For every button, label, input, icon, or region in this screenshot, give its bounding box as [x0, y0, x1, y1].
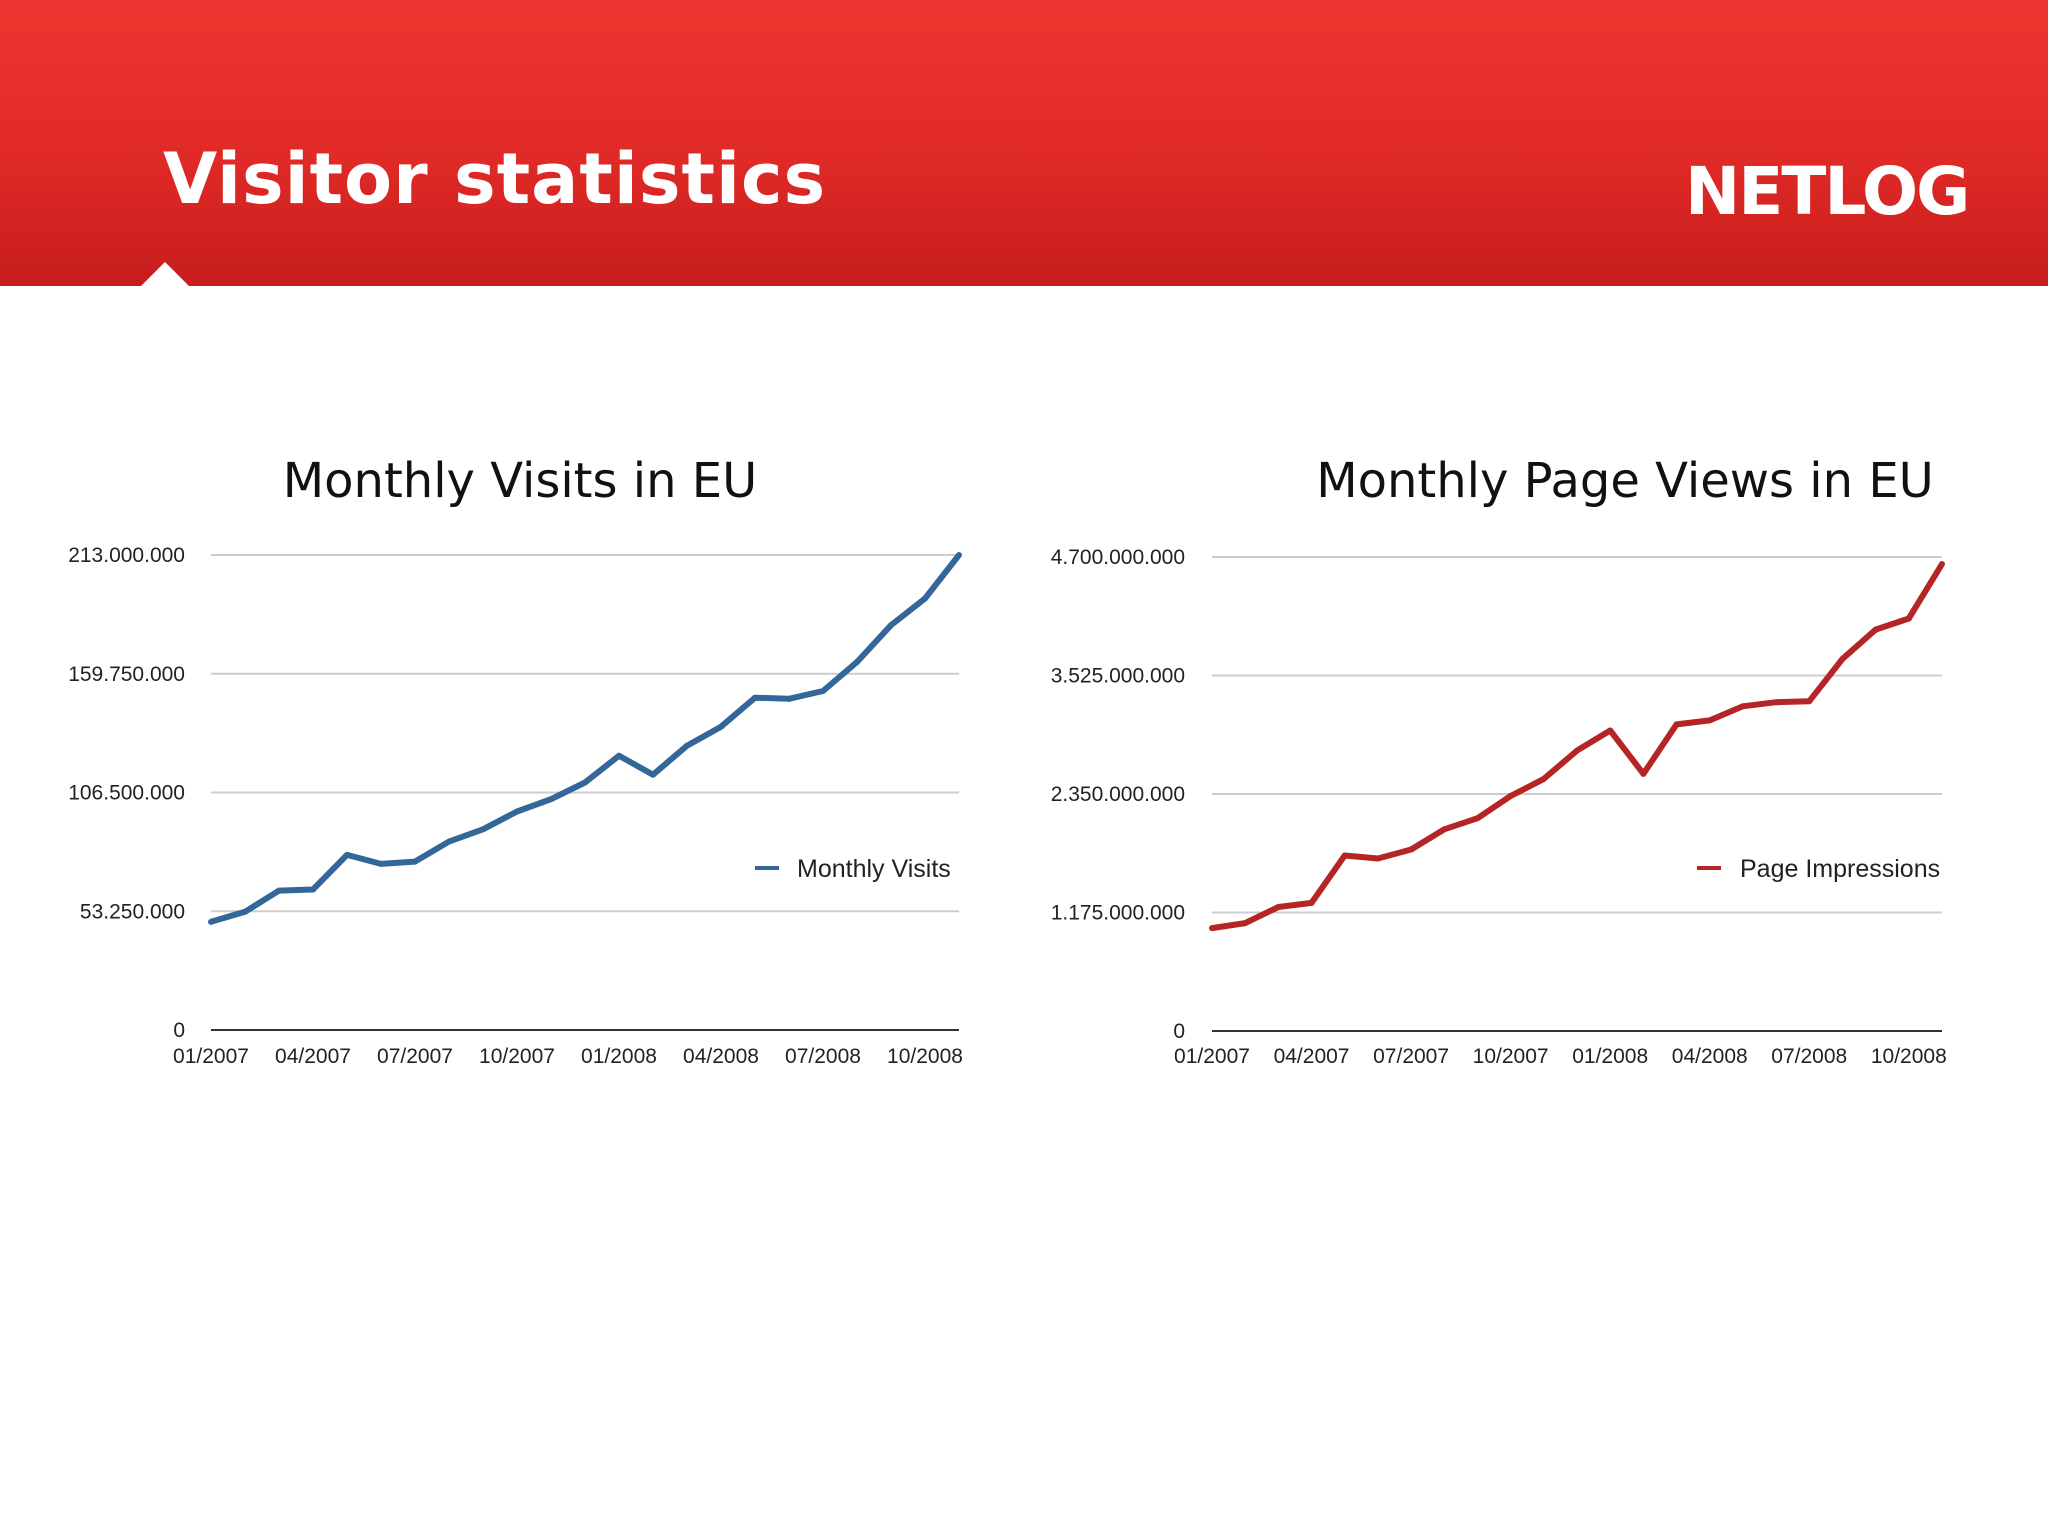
chart-2-y-tick-label: 4.700.000.000: [1051, 546, 1185, 569]
chart-1-x-tick-label: 10/2008: [887, 1045, 963, 1068]
chart-1-data-point: [684, 742, 690, 749]
chart-1-data-point: [480, 826, 486, 833]
chart-2-x-tick-label: 04/2007: [1274, 1045, 1350, 1068]
chart-2-data-point: [1408, 846, 1415, 853]
chart-1-data-point: [242, 908, 248, 915]
chart-2-x-tick-label: 01/2007: [1174, 1045, 1250, 1068]
chart-1-data-point: [446, 838, 452, 845]
chart-1-data-point: [752, 694, 758, 701]
chart-2-x-tick-label: 04/2008: [1672, 1045, 1748, 1068]
chart-1-data-point: [276, 887, 282, 894]
chart-2-data-point: [1905, 615, 1912, 622]
slide-title: Visitor statistics: [163, 138, 827, 220]
slide-header: [0, 0, 2048, 286]
chart-1-x-tick-label: 04/2007: [275, 1045, 351, 1068]
chart-1-y-tick-label: 159.750.000: [68, 663, 185, 686]
chart-2-data-point: [1939, 561, 1945, 568]
chart-1-data-point: [582, 779, 588, 786]
chart-1-y-tick-label: 106.500.000: [68, 782, 185, 805]
chart-2-data-point: [1441, 826, 1448, 833]
header-notch: [141, 262, 189, 286]
chart-2-data-point: [1507, 793, 1514, 800]
chart-1-data-point: [616, 752, 622, 759]
chart-2-data-point: [1839, 655, 1846, 662]
chart-2-data-point: [1308, 899, 1315, 906]
chart-1-data-point: [378, 860, 384, 867]
chart-2-data-point: [1574, 747, 1580, 754]
chart-1-y-tick-label: 53.250.000: [80, 900, 185, 923]
chart-1-x-tick-label: 10/2007: [479, 1045, 555, 1068]
chart-2-data-point: [1374, 855, 1381, 862]
chart-2-data-point: [1673, 721, 1680, 728]
chart-1-data-point: [412, 858, 418, 865]
chart-1-title: Monthly Visits in EU: [283, 453, 757, 509]
chart-1-data-point: [854, 659, 860, 666]
chart-2-data-point: [1773, 699, 1780, 706]
chart-2-data-point: [1739, 703, 1746, 710]
chart-2-y-tick-label: 2.350.000.000: [1051, 783, 1185, 806]
chart-2-y-tick-label: 1.175.000.000: [1051, 902, 1185, 925]
chart-1-y-tick-label: 213.000.000: [68, 544, 185, 567]
chart-2-legend-label: Page Impressions: [1740, 855, 1940, 883]
chart-1-x-tick-label: 01/2007: [173, 1045, 249, 1068]
chart-1-data-point: [718, 723, 724, 730]
chart-2-data-point: [1209, 925, 1215, 932]
chart-1-x-tick-label: 07/2008: [785, 1045, 861, 1068]
chart-1-x-tick-label: 07/2007: [377, 1045, 453, 1068]
chart-1-data-point: [888, 622, 894, 629]
chart-2-data-point: [1607, 727, 1614, 734]
chart-2-data-point: [1706, 717, 1713, 724]
chart-2-data-point: [1275, 903, 1282, 910]
chart-1-legend-label: Monthly Visits: [797, 855, 951, 883]
chart-2-x-tick-label: 01/2008: [1572, 1045, 1648, 1068]
chart-2-data-point: [1640, 770, 1647, 777]
logo-text: NETLOG: [1685, 153, 1970, 230]
chart-1-data-point: [208, 918, 214, 925]
chart-2-data-point: [1341, 852, 1348, 859]
chart-1-x-tick-label: 04/2008: [683, 1045, 759, 1068]
chart-2-title: Monthly Page Views in EU: [1316, 453, 1934, 509]
chart-1-data-point: [786, 695, 792, 702]
chart-1-data-point: [548, 796, 554, 803]
chart-2-data-point: [1474, 815, 1481, 822]
chart-1-x-tick-label: 01/2008: [581, 1045, 657, 1068]
chart-2-y-tick-label: 3.525.000.000: [1051, 665, 1185, 688]
chart-1-data-point: [956, 552, 962, 558]
chart-1-y-tick-label: 0: [173, 1019, 185, 1042]
netlog-logo: NETLOG: [1685, 152, 1970, 232]
chart-1-data-point: [514, 808, 520, 815]
chart-2-data-point: [1806, 698, 1813, 705]
chart-2-x-tick-label: 10/2007: [1473, 1045, 1549, 1068]
chart-1-data-point: [650, 771, 656, 778]
chart-1-data-point: [310, 886, 316, 893]
chart-2-data-point: [1540, 775, 1547, 782]
chart-2-y-tick-label: 0: [1173, 1020, 1185, 1043]
chart-2-x-tick-label: 07/2008: [1771, 1045, 1847, 1068]
chart-2-x-tick-label: 10/2008: [1871, 1045, 1947, 1068]
chart-1-data-point: [344, 851, 350, 858]
chart-2-data-point: [1872, 626, 1879, 633]
chart-1-data-point: [922, 595, 928, 602]
chart-2-data-point: [1242, 920, 1249, 927]
chart-2-x-tick-label: 07/2007: [1373, 1045, 1449, 1068]
chart-1-data-point: [820, 688, 826, 695]
